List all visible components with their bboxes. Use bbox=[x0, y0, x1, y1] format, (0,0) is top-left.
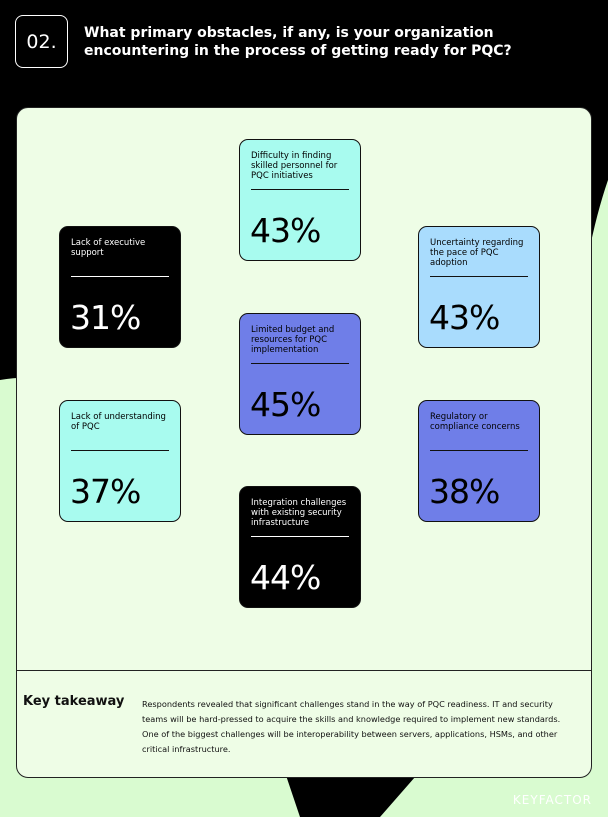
card-value: 43% bbox=[429, 298, 500, 337]
question-title: What primary obstacles, if any, is your … bbox=[84, 25, 512, 59]
card-rule bbox=[430, 450, 528, 451]
obstacle-card: Regulatory or compliance concerns 38% bbox=[418, 400, 540, 522]
obstacle-card: Integration challenges with existing sec… bbox=[239, 486, 361, 608]
obstacle-card: Lack of understanding of PQC 37% bbox=[59, 400, 181, 522]
card-label: Lack of understanding of PQC bbox=[71, 412, 166, 432]
card-value: 37% bbox=[70, 472, 141, 511]
card-label: Difficulty in finding skilled personnel … bbox=[251, 151, 338, 181]
divider bbox=[16, 670, 592, 671]
card-label: Uncertainty regarding the pace of PQC ad… bbox=[430, 238, 524, 268]
card-rule bbox=[251, 536, 349, 537]
card-value: 45% bbox=[250, 385, 321, 424]
obstacle-card: Uncertainty regarding the pace of PQC ad… bbox=[418, 226, 540, 348]
card-value: 43% bbox=[250, 211, 321, 250]
card-value: 31% bbox=[70, 298, 141, 337]
card-label: Integration challenges with existing sec… bbox=[251, 498, 347, 528]
card-value: 44% bbox=[250, 558, 321, 597]
obstacle-card: Difficulty in finding skilled personnel … bbox=[239, 139, 361, 261]
card-rule bbox=[71, 276, 169, 277]
card-rule bbox=[430, 276, 528, 277]
card-value: 38% bbox=[429, 472, 500, 511]
takeaway-heading: Key takeaway bbox=[23, 694, 125, 709]
card-rule bbox=[251, 189, 349, 190]
section-number: 02. bbox=[15, 15, 68, 68]
brand-logo: KEYFACTOR bbox=[512, 793, 592, 807]
card-label: Lack of executive support bbox=[71, 238, 146, 258]
card-label: Regulatory or compliance concerns bbox=[430, 412, 520, 432]
card-label: Limited budget and resources for PQC imp… bbox=[251, 325, 335, 355]
takeaway-text: Respondents revealed that significant ch… bbox=[142, 699, 561, 754]
card-rule bbox=[71, 450, 169, 451]
obstacle-card: Lack of executive support 31% bbox=[59, 226, 181, 348]
card-rule bbox=[251, 363, 349, 364]
obstacle-card: Limited budget and resources for PQC imp… bbox=[239, 313, 361, 435]
